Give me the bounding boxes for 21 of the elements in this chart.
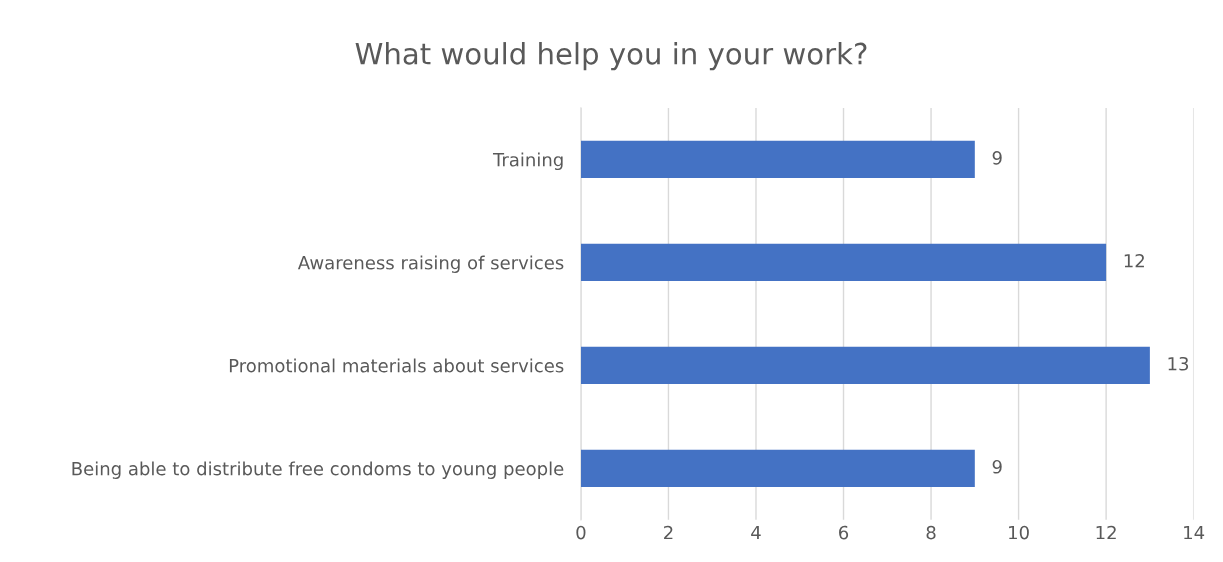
y-tick-label: Awareness raising of services: [297, 255, 564, 273]
bar: [580, 449, 975, 487]
data-label: 9: [992, 150, 1002, 165]
bar: [580, 346, 1150, 384]
data-label: 9: [992, 459, 1002, 474]
x-tick-label: 2: [664, 525, 673, 540]
x-tick-label: 4: [751, 525, 761, 540]
x-tick-label: 14: [1184, 525, 1205, 540]
bar: [580, 243, 1107, 281]
chart-title: What would help you in your work?: [355, 42, 867, 71]
data-label: 13: [1168, 356, 1189, 371]
x-tick-label: 6: [839, 525, 849, 540]
x-tick-label: 12: [1096, 525, 1116, 540]
x-tick-label: 10: [1009, 525, 1029, 540]
data-label: 12: [1124, 253, 1144, 268]
y-tick-label: Promotional materials about services: [229, 358, 564, 373]
bar: [580, 140, 975, 178]
y-tick-label: Training: [492, 152, 563, 171]
y-tick-label: Being able to distribute free condoms to young people: [72, 461, 564, 479]
x-tick-label: 8: [926, 525, 936, 540]
x-tick-label: 0: [576, 525, 586, 540]
